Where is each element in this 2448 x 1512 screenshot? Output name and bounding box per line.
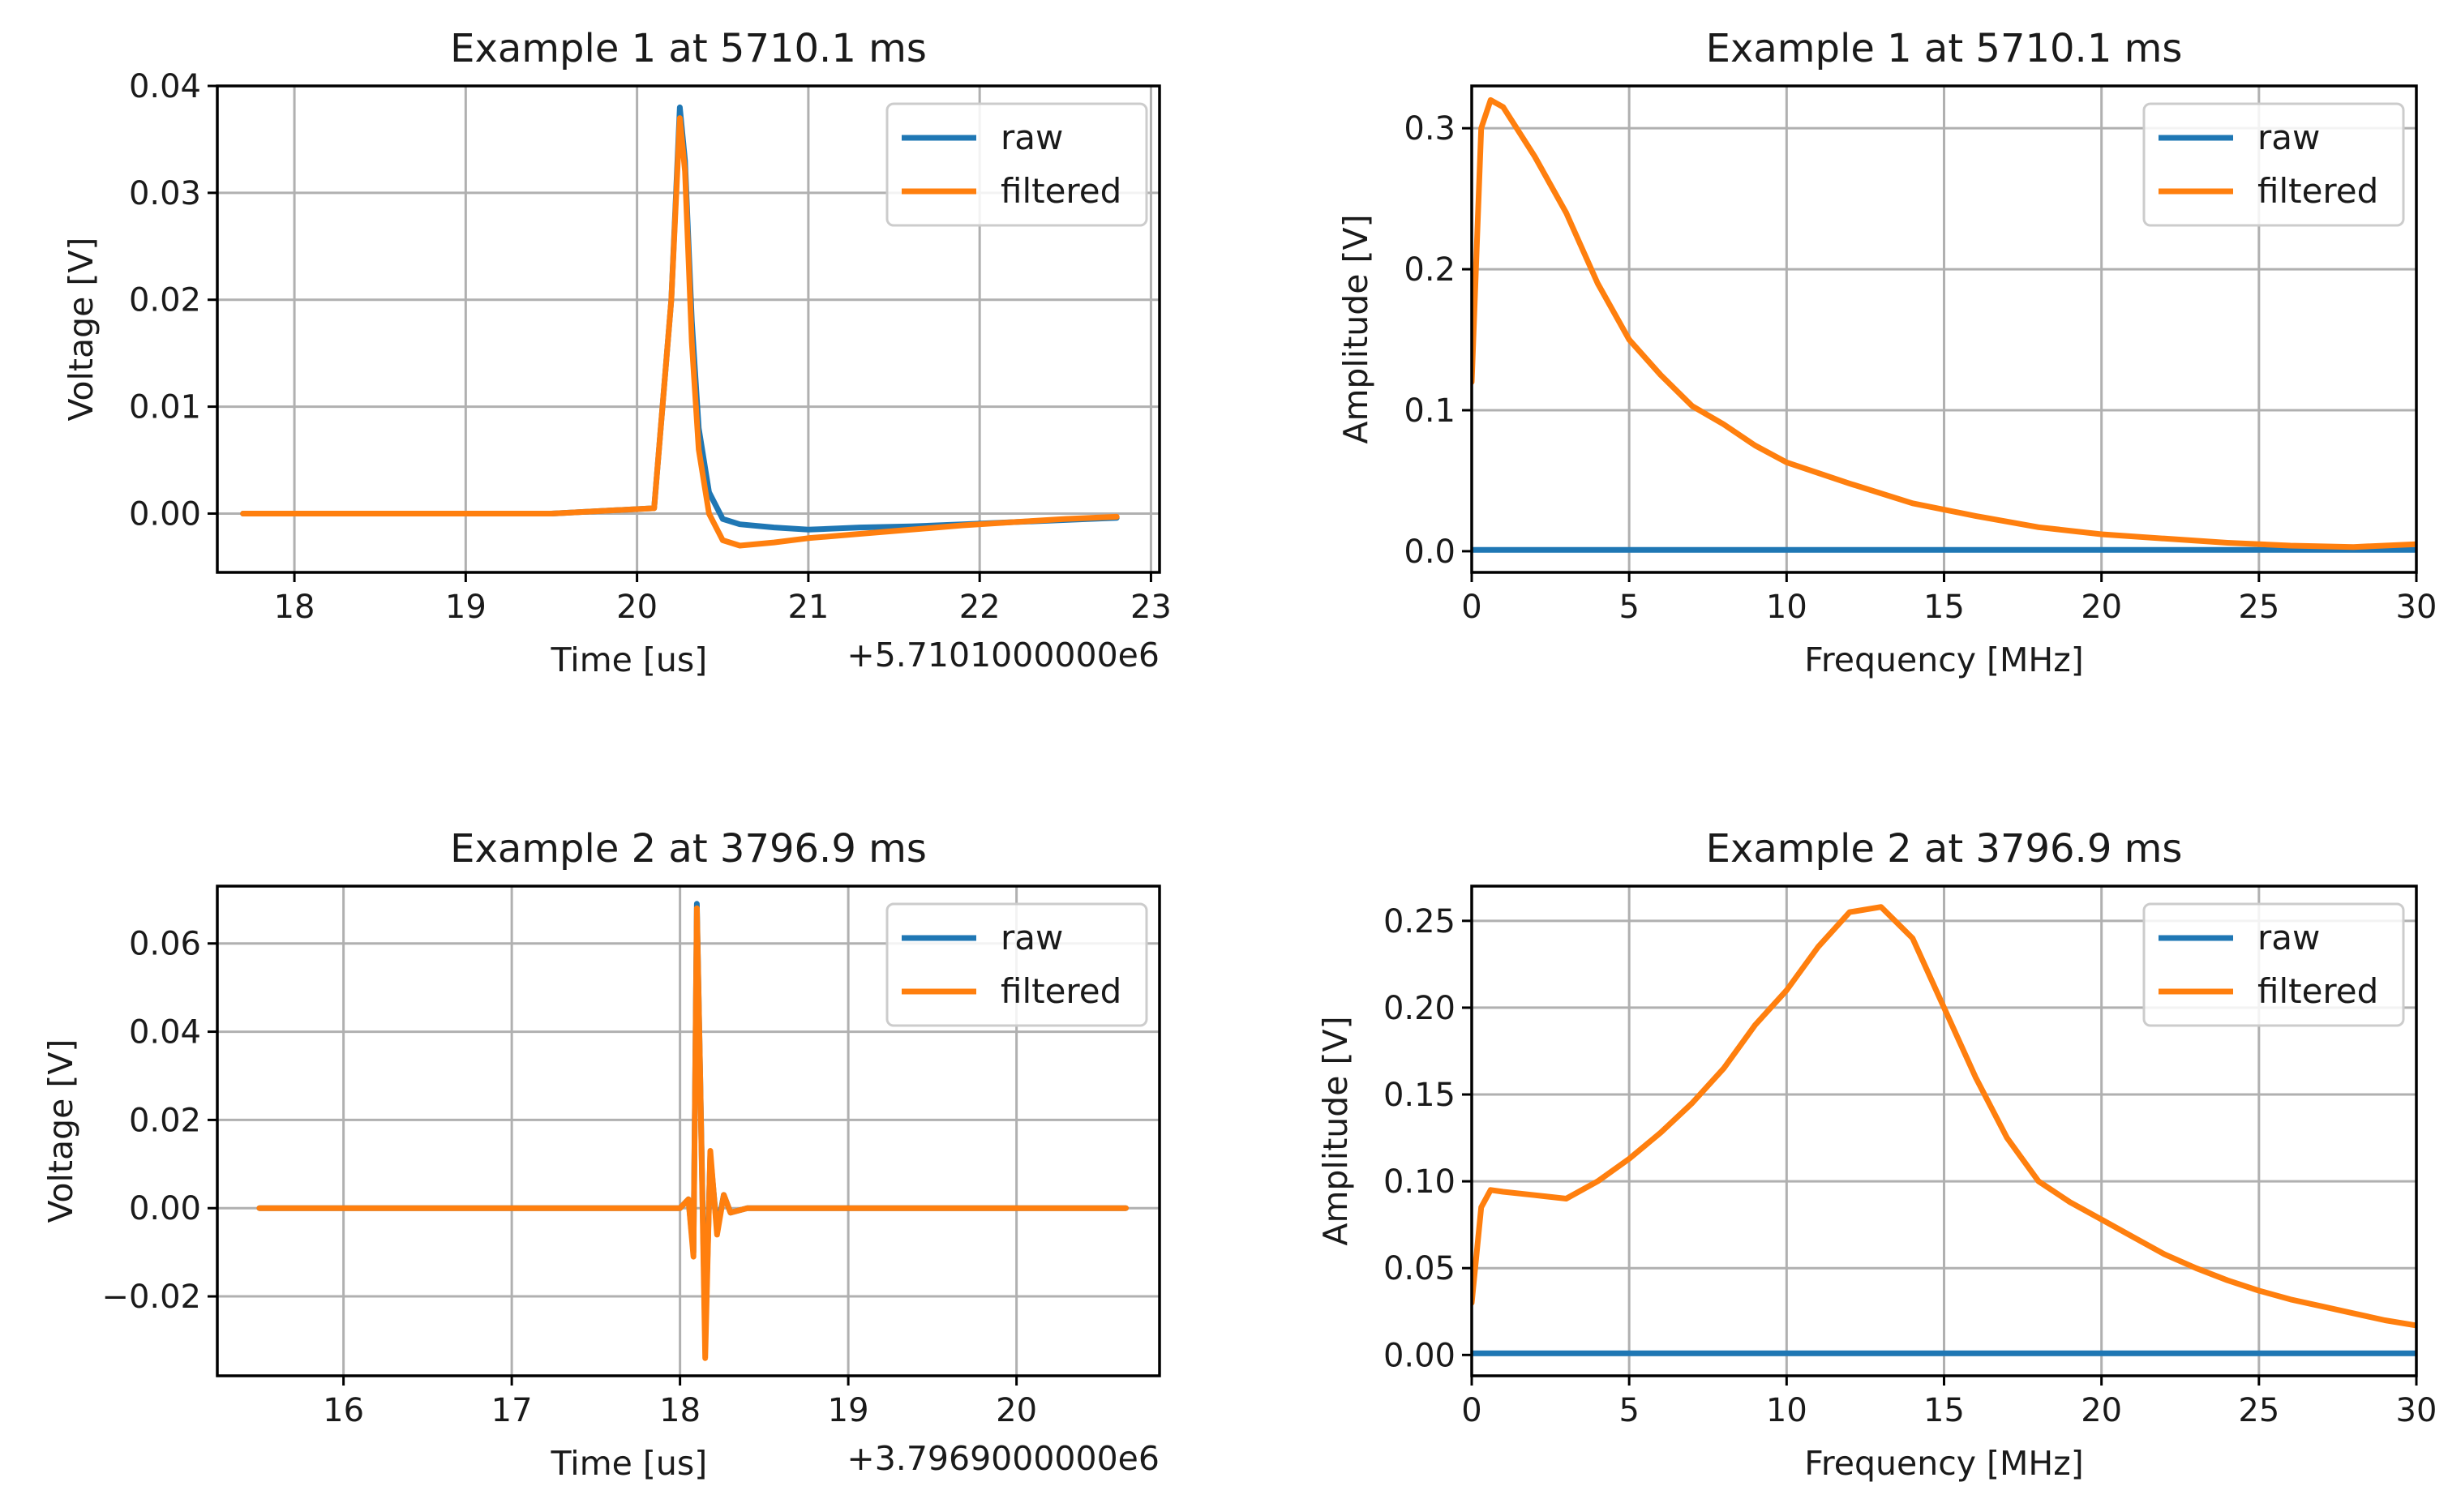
y-tick-label: 0.15 <box>1383 1077 1456 1114</box>
legend-label-filtered: filtered <box>1001 971 1121 1011</box>
y-tick-label: 0.00 <box>129 495 201 533</box>
legend: raw filtered <box>885 902 1148 1027</box>
chart-title: Example 2 at 3796.9 ms <box>450 826 927 872</box>
y-axis-label: Voltage [V] <box>41 1039 80 1223</box>
legend-label-raw: raw <box>1001 918 1063 957</box>
series-line-filtered <box>256 905 1129 1361</box>
series-line-filtered <box>1472 96 2416 550</box>
chart-p4: 0 5 10 15 20 25 30 0.00 0.05 0.10 0.15 0.20 0.25 Exam… <box>1316 826 2437 1483</box>
chart-p2: 0 5 10 15 20 25 30 0.0 0.1 0.2 0.3 Example 1 at 571… <box>1336 26 2437 679</box>
x-tick-label: 10 <box>1766 1392 1807 1429</box>
chart-title: Example 2 at 3796.9 ms <box>1706 826 2183 872</box>
plot-frame <box>216 884 1161 1377</box>
legend-box <box>885 902 1148 1027</box>
x-tick-label: 30 <box>2396 1392 2437 1429</box>
x-tick-label: 25 <box>2238 589 2279 626</box>
x-tick-label: 10 <box>1766 589 1807 626</box>
x-axis-label: Frequency [MHz] <box>1804 1444 2084 1483</box>
x-tick-label: 21 <box>787 589 829 626</box>
series-group <box>1472 96 2416 553</box>
y-tick-label: 0.1 <box>1404 392 1456 430</box>
legend: raw filtered <box>2142 102 2405 227</box>
x-tick-label: 0 <box>1461 589 1481 626</box>
x-tick-label: 5 <box>1618 589 1639 626</box>
y-tick-label: 0.05 <box>1383 1250 1456 1287</box>
x-tick-label: 0 <box>1461 1392 1481 1429</box>
y-axis-label: Amplitude [V] <box>1316 1016 1355 1245</box>
x-tick-label: 18 <box>659 1392 701 1429</box>
legend-box <box>2142 902 2405 1027</box>
chart-p1: 18 19 20 21 22 23 0.00 0.01 0.02 0.03 0.04 Example … <box>62 26 1172 679</box>
y-tick-label: 0.01 <box>129 389 201 426</box>
chart-title: Example 1 at 5710.1 ms <box>1706 26 2183 71</box>
y-tick-label: 0.04 <box>129 68 201 105</box>
y-tick-label: 0.03 <box>129 175 201 212</box>
x-tick-label: 23 <box>1130 589 1172 626</box>
legend: raw filtered <box>2142 902 2405 1027</box>
legend-label-raw: raw <box>1001 118 1063 157</box>
y-tick-label: 0.06 <box>129 926 201 963</box>
chart-p3: 16 17 18 19 20 −0.02 0.00 0.02 0.04 0.06 Example 2… <box>41 826 1161 1483</box>
y-tick-label: 0.0 <box>1404 533 1456 571</box>
x-tick-label: 22 <box>959 589 1001 626</box>
x-axis-label: Time [us] <box>551 640 708 679</box>
x-tick-label: 16 <box>323 1392 364 1429</box>
x-tick-label: 15 <box>1923 1392 1965 1429</box>
legend-label-filtered: filtered <box>2257 171 2378 211</box>
legend: raw filtered <box>885 102 1148 227</box>
y-tick-label: 0.25 <box>1383 903 1456 940</box>
y-axis-label: Voltage [V] <box>62 238 101 422</box>
legend-label-raw: raw <box>2257 118 2320 157</box>
legend-box <box>885 102 1148 227</box>
x-tick-label: 20 <box>996 1392 1037 1429</box>
y-tick-label: 0.10 <box>1383 1163 1456 1201</box>
y-tick-label: 0.20 <box>1383 990 1456 1027</box>
series-group <box>256 901 1129 1361</box>
series-group <box>1472 904 2416 1356</box>
y-tick-label: 0.00 <box>1383 1337 1456 1374</box>
x-offset-text: +5.7101000000e6 <box>847 636 1160 675</box>
x-tick-label: 19 <box>828 1392 869 1429</box>
x-offset-text: +3.7969000000e6 <box>847 1439 1160 1478</box>
y-tick-label: 0.00 <box>129 1190 201 1227</box>
x-tick-label: 15 <box>1923 589 1965 626</box>
chart-title: Example 1 at 5710.1 ms <box>450 26 927 71</box>
series-group <box>240 104 1120 549</box>
y-tick-label: 0.04 <box>129 1014 201 1052</box>
x-tick-label: 30 <box>2396 589 2437 626</box>
y-tick-label: 0.02 <box>129 1102 201 1139</box>
x-tick-label: 19 <box>445 589 487 626</box>
y-tick-label: −0.02 <box>101 1279 201 1316</box>
legend-label-filtered: filtered <box>1001 171 1121 211</box>
x-axis-label: Frequency [MHz] <box>1804 640 2084 679</box>
x-tick-label: 20 <box>2081 589 2122 626</box>
x-tick-label: 17 <box>491 1392 533 1429</box>
x-tick-label: 20 <box>2081 1392 2122 1429</box>
y-axis-label: Amplitude [V] <box>1336 214 1375 443</box>
x-tick-label: 25 <box>2238 1392 2279 1429</box>
x-tick-label: 18 <box>274 589 315 626</box>
legend-label-raw: raw <box>2257 918 2320 957</box>
x-tick-label: 5 <box>1618 1392 1639 1429</box>
plot-frame <box>216 84 1161 574</box>
legend-box <box>2142 102 2405 227</box>
x-axis-label: Time [us] <box>551 1444 708 1483</box>
series-line-filtered <box>240 115 1120 549</box>
y-tick-label: 0.02 <box>129 282 201 319</box>
x-tick-label: 20 <box>616 589 658 626</box>
legend-label-filtered: filtered <box>2257 971 2378 1011</box>
y-tick-label: 0.3 <box>1404 110 1456 148</box>
series-line-filtered <box>1472 904 2416 1329</box>
y-tick-label: 0.2 <box>1404 251 1456 289</box>
